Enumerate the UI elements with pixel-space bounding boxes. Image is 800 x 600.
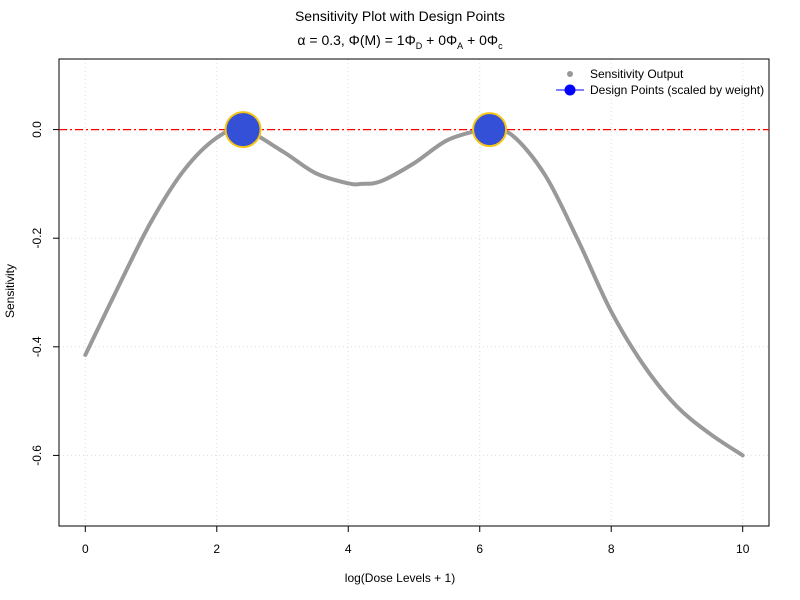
x-tick-label: 2: [213, 542, 220, 556]
legend-label-sensitivity: Sensitivity Output: [590, 67, 684, 81]
subtitle-plus-a: + 0Φ: [422, 32, 458, 48]
legend-key-design-points: [556, 82, 584, 98]
x-tick-label: 6: [476, 542, 483, 556]
subtitle-sub-d: D: [415, 40, 423, 51]
x-tick-label: 10: [736, 542, 750, 556]
y-tick-label: 0.0: [30, 121, 44, 138]
x-tick-label: 8: [608, 542, 615, 556]
subtitle-sub-a: A: [457, 40, 464, 51]
x-tick-label: 4: [345, 542, 352, 556]
y-tick-label: -0.2: [30, 228, 44, 249]
sensitivity-curve: [83, 126, 745, 458]
design-point: [472, 112, 508, 148]
x-axis-label: log(Dose Levels + 1): [344, 571, 456, 585]
subtitle-plus-c: + 0Φ: [463, 32, 499, 48]
x-tick-label: 0: [82, 542, 89, 556]
subtitle-alpha-formula: α = 0.3, Φ(M) = 1Φ: [297, 32, 416, 48]
legend-key-sensitivity: [556, 66, 584, 82]
y-tick-label: -0.6: [30, 445, 44, 466]
y-tick-label: -0.4: [30, 336, 44, 357]
design-point: [224, 111, 262, 149]
legend-item-sensitivity: Sensitivity Output: [556, 66, 764, 82]
legend-item-design-points: Design Points (scaled by weight): [556, 82, 764, 98]
chart-subtitle: α = 0.3, Φ(M) = 1ΦD + 0ΦA + 0Φc: [0, 32, 800, 51]
plot-frame: [58, 58, 770, 527]
legend-label-design-points: Design Points (scaled by weight): [590, 83, 765, 97]
y-axis-label: Sensitivity: [3, 263, 17, 319]
chart-title: Sensitivity Plot with Design Points: [294, 8, 506, 24]
legend: Sensitivity Output Design Points (scaled…: [556, 66, 764, 98]
subtitle-sub-c: c: [498, 40, 503, 51]
